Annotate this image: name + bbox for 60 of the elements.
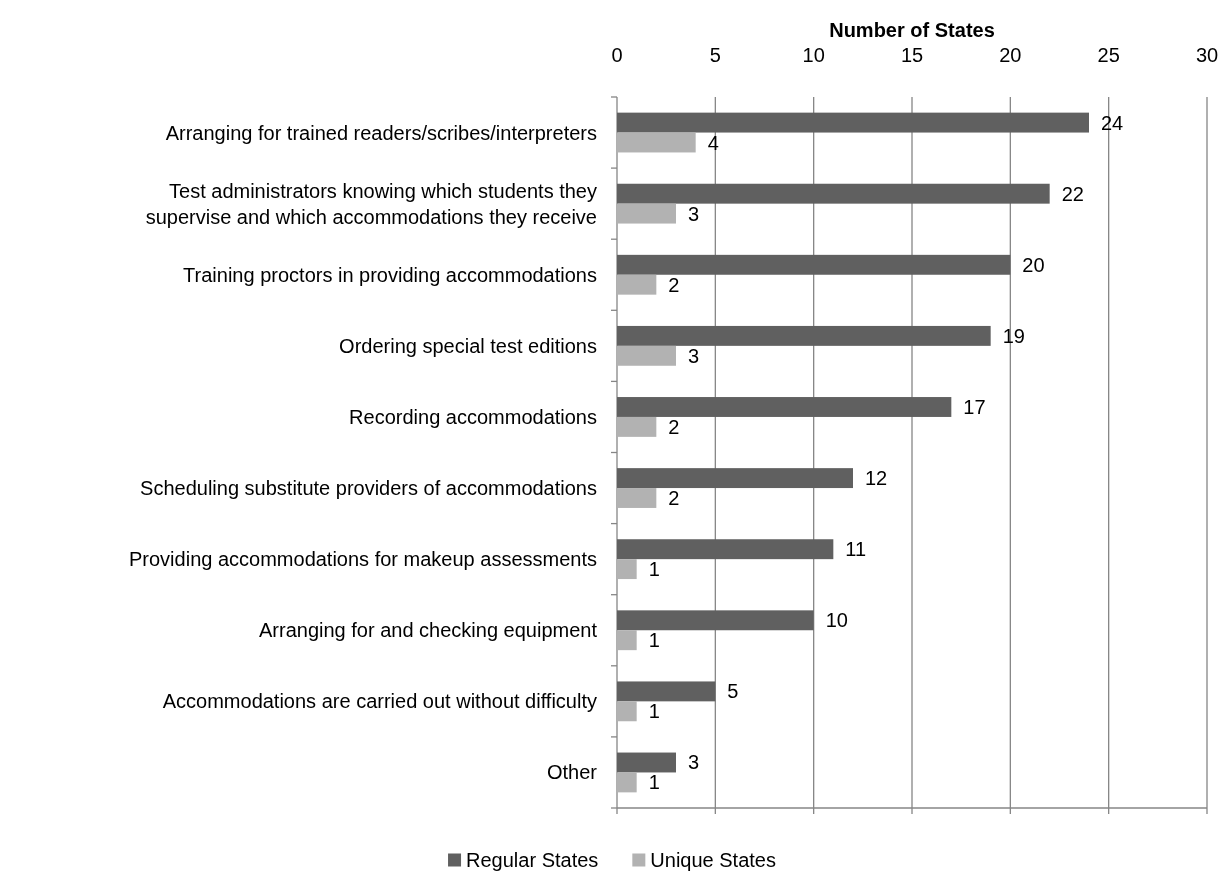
x-tick-label: 20 [999,44,1022,66]
x-tick-label: 5 [709,44,721,66]
bar [617,397,952,417]
bar [617,416,657,437]
y-tick-label: Arranging for trained readers/scribes/interpreters [165,121,597,144]
y-tick-label: Arranging for and checking equipment [259,619,598,642]
bar [617,701,637,722]
data-label: 2 [668,415,680,438]
y-tick-label: Ordering special test editions [339,334,597,357]
bar [617,752,676,773]
bar [617,468,853,489]
y-tick-label: Test administrators knowing which students they supervise and which accommodations they receive [145,179,597,228]
data-label: 19 [1002,324,1025,347]
data-label: 11 [845,538,867,561]
x-tick-label: 0 [611,44,623,66]
data-label: 17 [963,396,986,418]
data-label: 1 [648,558,660,581]
data-label: 3 [688,202,700,225]
y-tick-label: Accommodations are carried out without difficulty [162,690,597,713]
x-axis-title: Number of States [829,19,995,41]
data-label: 10 [825,609,848,632]
bar [617,681,716,702]
y-tick-label: Training proctors in providing accommodations [183,263,597,286]
bar [617,325,991,346]
data-label: 3 [688,751,700,774]
data-label: 5 [727,680,739,703]
data-label: 22 [1061,182,1084,205]
bar [617,274,657,295]
x-tick-label: 15 [900,44,924,66]
y-tick-label: Recording accommodations [349,405,597,428]
bar [617,112,1089,133]
x-tick-label: 25 [1097,44,1120,66]
bar [617,183,1050,204]
y-tick-label: Providing accommodations for makeup assessments [129,548,597,571]
legend-label: Regular States [466,849,599,871]
bar [617,539,834,560]
data-label: 2 [668,487,680,509]
y-tick-label: Other [546,761,598,784]
bar [617,610,814,631]
bar [617,345,676,366]
legend-label: Unique States [650,849,776,871]
data-label: 3 [688,344,700,367]
bar [617,203,676,224]
bar [617,772,637,793]
data-label: 12 [865,467,888,490]
data-label: 24 [1101,111,1124,134]
bar [617,630,637,651]
data-label: 1 [648,771,660,794]
bar [617,559,637,580]
x-tick-label: 10 [802,44,825,66]
data-label: 2 [668,273,680,296]
x-tick-label: 30 [1195,44,1219,66]
data-label: 1 [648,629,660,652]
y-tick-label: Scheduling substitute providers of accommodations [140,477,597,500]
data-label: 20 [1022,253,1045,276]
data-label: 1 [648,700,660,723]
bar [617,254,1011,275]
data-label: 4 [707,131,719,154]
bar [617,132,696,153]
bar [617,488,657,508]
